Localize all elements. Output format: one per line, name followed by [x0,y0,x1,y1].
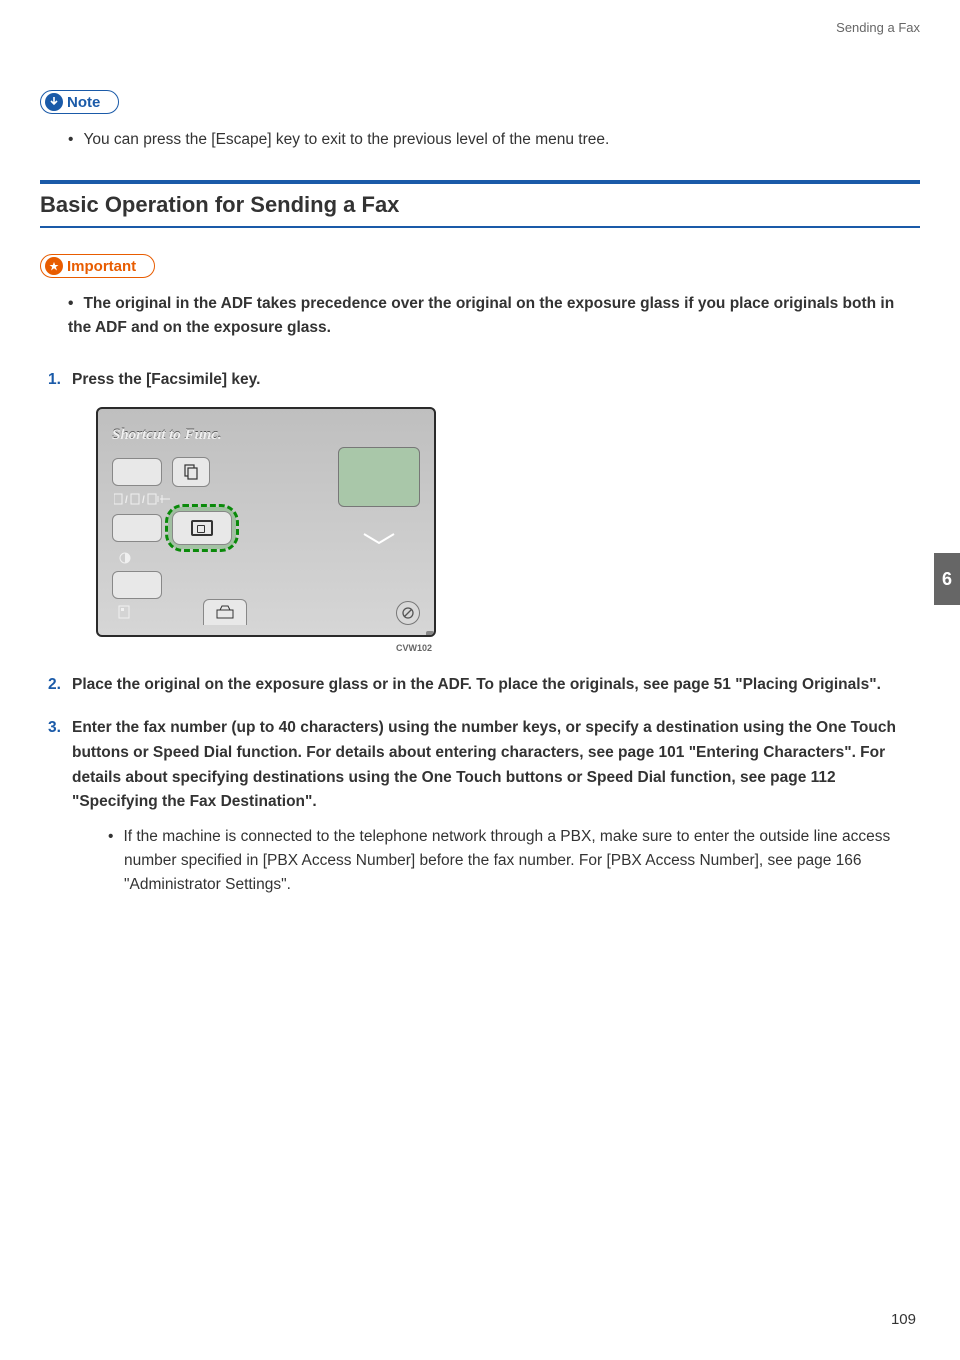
section-heading: Basic Operation for Sending a Fax [40,180,920,228]
important-label: Important [67,258,136,275]
important-item: The original in the ADF takes precedence… [68,292,920,340]
scroll-indicator [426,631,434,637]
chapter-tab: 6 [934,553,960,605]
note-label: Note [67,94,100,111]
step-3-text-b: . [312,793,316,810]
panel-button [112,571,162,599]
step-1-text: Press the [Facsimile] key. [72,371,260,388]
note-list: You can press the [Escape] key to exit t… [40,128,920,152]
note-icon [45,93,63,111]
svg-text:/: / [125,495,128,505]
running-header: Sending a Fax [40,20,920,35]
facsimile-key [172,511,232,545]
step-2-text-b: . [877,676,881,693]
step-2: Place the original on the exposure glass… [48,673,920,698]
chevron-down-icon [354,529,404,549]
svg-text:/: / [142,495,145,505]
step-1: Press the [Facsimile] key. Shortcut to F… [48,368,920,655]
step-2-link: page 51 "Placing Originals" [673,676,876,693]
step-3: Enter the fax number (up to 40 character… [48,716,920,897]
important-list: The original in the ADF takes precedence… [40,292,920,340]
important-callout: Important [40,254,155,278]
page-number: 109 [891,1311,916,1328]
note-callout: Note [40,90,119,114]
panel-title: Shortcut to Func. [112,423,420,447]
step-2-text-a: Place the original on the exposure glass… [72,676,673,693]
step-3-link-1: page 101 "Entering Characters" [618,744,852,761]
density-icon-row [118,551,420,565]
quality-icon-row [118,605,420,619]
note-item: You can press the [Escape] key to exit t… [68,128,920,152]
step-3-sub-item: If the machine is connected to the telep… [108,825,920,897]
fax-icon [191,520,213,536]
steps-list: Press the [Facsimile] key. Shortcut to F… [40,368,920,897]
stop-icon [396,601,420,625]
copy-mode-button [172,457,210,487]
panel-button [112,514,162,542]
lcd-screen [338,447,420,507]
control-panel-figure: Shortcut to Func. / / [96,407,436,655]
id-copy-button [203,599,247,625]
figure-code: CVW102 [96,641,436,655]
panel-button [112,458,162,486]
step-3-sublist: If the machine is connected to the telep… [72,825,920,897]
important-icon [45,257,63,275]
panel-frame: Shortcut to Func. / / [96,407,436,637]
